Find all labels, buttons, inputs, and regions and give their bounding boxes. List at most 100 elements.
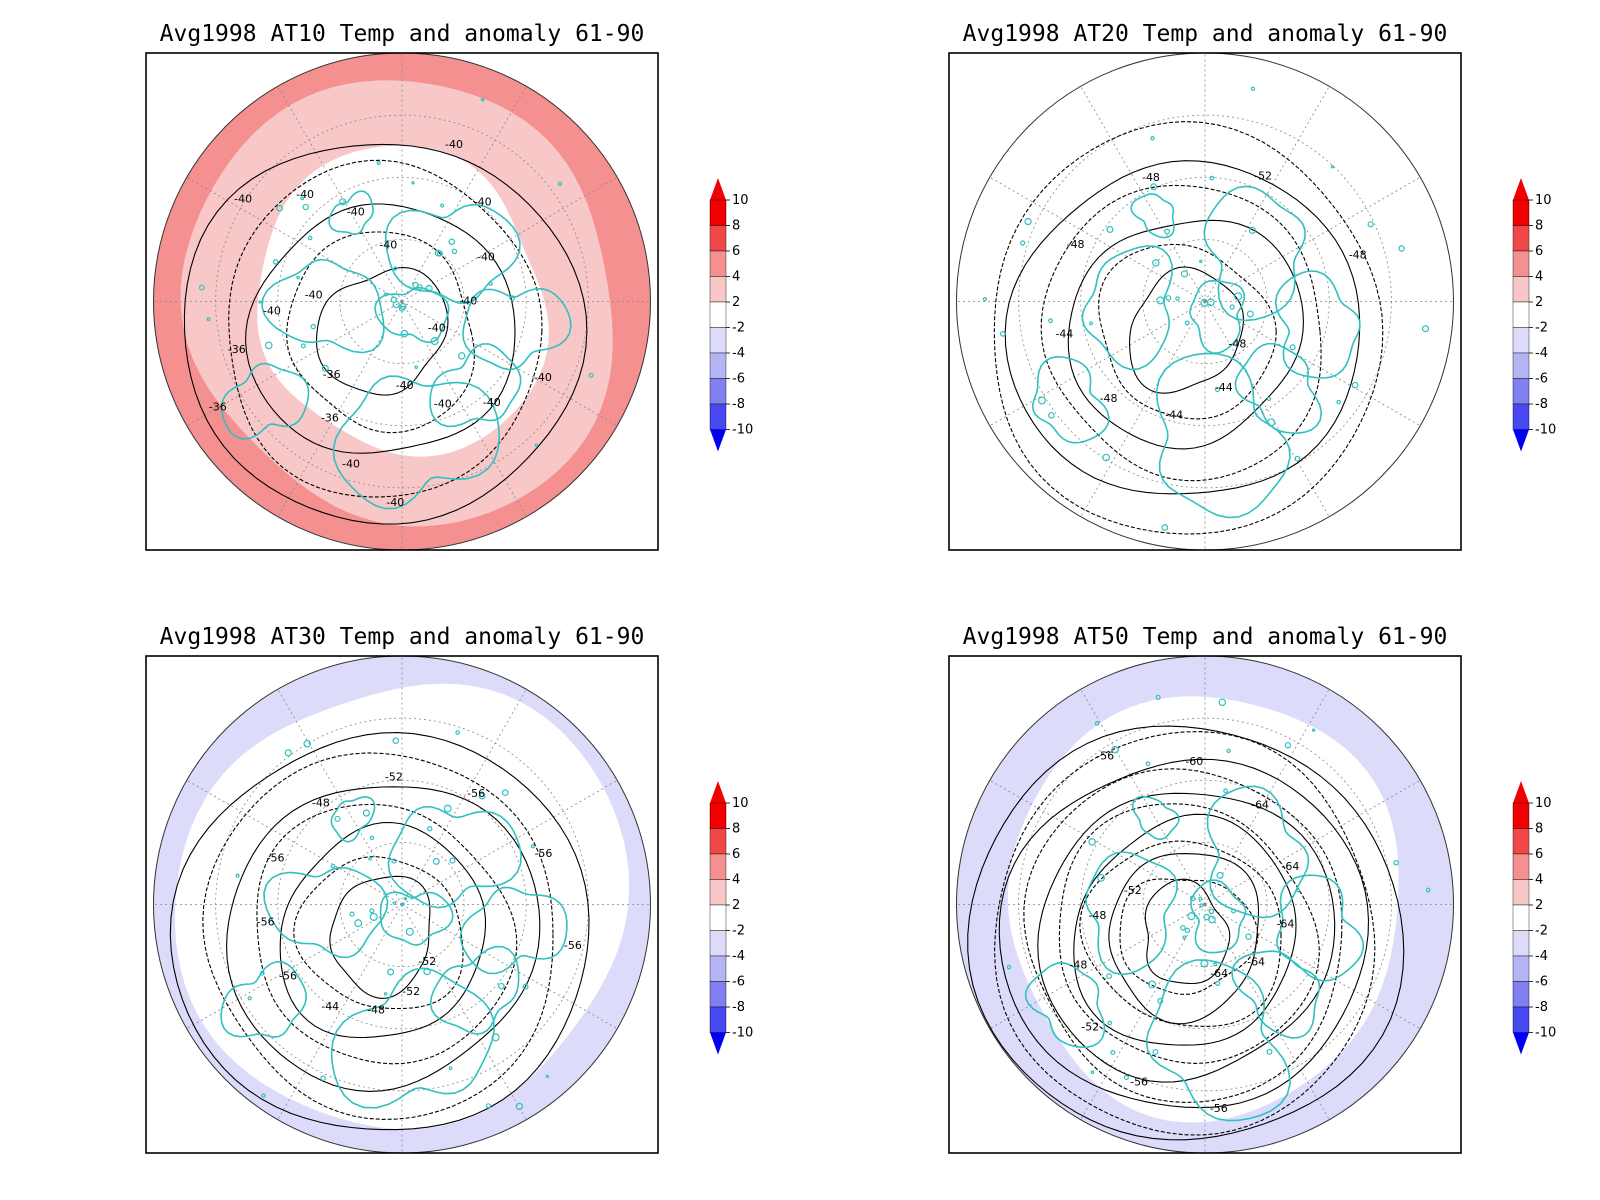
island <box>1289 344 1296 351</box>
island <box>392 300 400 309</box>
coastline <box>1081 245 1173 371</box>
island <box>1214 980 1221 986</box>
contour-labels: -40-40-40-40-40-40-40-36-36-36-36-40-40-… <box>209 138 552 509</box>
contour-label: -44 <box>1165 408 1183 421</box>
island <box>307 235 313 241</box>
island <box>1284 742 1292 749</box>
island <box>401 902 405 906</box>
colorbar-tick-label: 6 <box>732 244 740 259</box>
island <box>485 1103 492 1109</box>
coastline <box>263 866 389 959</box>
panel-frame <box>948 655 1462 1154</box>
colorbar-bin <box>1512 853 1530 880</box>
contour-line <box>998 758 1370 1109</box>
island <box>1266 1048 1273 1055</box>
coastline <box>1155 352 1291 519</box>
island <box>430 337 439 346</box>
colorbar-bin <box>1512 981 1530 1008</box>
panel-title: Avg1998 AT10 Temp and anomaly 61-90 <box>160 21 645 47</box>
colorbar-tick-label: -2 <box>1535 321 1548 336</box>
island <box>376 161 381 166</box>
island <box>387 968 395 976</box>
coastline <box>1190 879 1247 954</box>
coastline <box>1274 270 1361 379</box>
colorbar-bin <box>709 930 727 957</box>
panel-1: Avg1998 AT10 Temp and anomaly 61-90 -40 -4… <box>145 21 753 551</box>
island <box>425 284 433 292</box>
island <box>1393 860 1399 866</box>
colorbar-over-arrow <box>710 178 726 200</box>
contour-line <box>1058 803 1320 1064</box>
colorbar-tick-label: 6 <box>1535 244 1543 259</box>
island <box>515 1102 523 1111</box>
island <box>206 317 211 322</box>
island <box>330 863 336 869</box>
island <box>1037 396 1046 405</box>
contour-labels: -48 -44 -44 -48 -44 -48 -48 -52 -48 <box>1055 170 1366 422</box>
island <box>1157 997 1164 1004</box>
colorbar-bin <box>709 853 727 880</box>
colorbar-bin <box>709 301 727 328</box>
colorbar-bin <box>709 828 727 855</box>
contour-line <box>1037 792 1336 1083</box>
contour-label: -56 <box>1130 1075 1148 1088</box>
island <box>448 1066 453 1071</box>
coastline <box>429 945 520 1035</box>
colorbar-bin <box>709 276 727 303</box>
contour-label: -64 <box>1251 799 1269 812</box>
colorbar-tick-label: 10 <box>732 796 749 811</box>
island <box>414 365 419 370</box>
colorbar-tick-label: -8 <box>732 397 745 412</box>
contour-label: -64 <box>1210 967 1228 980</box>
island <box>1102 453 1110 462</box>
colorbar-tick-label: -6 <box>732 372 745 387</box>
island <box>247 996 252 1001</box>
colorbar-tick-label: -6 <box>732 975 745 990</box>
colorbar-under-arrow <box>710 1032 726 1055</box>
panel-title: Avg1998 AT50 Temp and anomaly 61-90 <box>963 624 1448 650</box>
map-disc: -52 -52 -48 -44 -56 -56 -56 -48 -52 -56 -56 -56 <box>153 656 651 1153</box>
colorbar-bin <box>709 327 727 354</box>
island <box>491 1033 500 1042</box>
island <box>1223 788 1228 794</box>
colorbar-bin <box>1512 403 1530 430</box>
contour-line <box>279 821 487 1039</box>
colorbar-tick-label: 4 <box>1535 873 1543 888</box>
colorbar-tick-label: -8 <box>1535 1000 1548 1015</box>
island <box>272 259 279 265</box>
island <box>1155 694 1161 700</box>
contour-label: -64 <box>1276 918 1294 931</box>
island <box>321 364 329 372</box>
contour-line <box>1067 219 1304 450</box>
colorbar-tick-label: 4 <box>1535 270 1543 285</box>
contour-line <box>256 803 518 1065</box>
island <box>1351 381 1359 389</box>
island <box>1048 318 1054 324</box>
colorbar-bin <box>709 1006 727 1033</box>
colorbar-over-arrow <box>710 781 726 803</box>
island <box>1150 183 1158 191</box>
island <box>1145 761 1151 767</box>
island <box>1234 292 1243 301</box>
island <box>1245 933 1252 940</box>
island <box>368 856 373 861</box>
coastline <box>1203 185 1306 322</box>
island <box>1231 908 1236 914</box>
island <box>1267 418 1276 427</box>
island <box>392 737 400 745</box>
island <box>1006 964 1012 970</box>
island <box>411 181 415 185</box>
island <box>1182 935 1187 940</box>
contour-label: -48 <box>1088 909 1106 922</box>
island <box>1088 838 1096 846</box>
island <box>362 809 370 817</box>
island <box>300 343 306 349</box>
island <box>480 97 485 102</box>
colorbar-tick-label: 8 <box>1535 822 1543 837</box>
contour-label: -40 <box>459 295 477 308</box>
island <box>303 739 312 748</box>
contour-line <box>1119 878 1259 995</box>
panel-frame <box>948 52 1462 551</box>
contour-label: -48 <box>312 797 330 810</box>
island <box>1330 165 1335 169</box>
